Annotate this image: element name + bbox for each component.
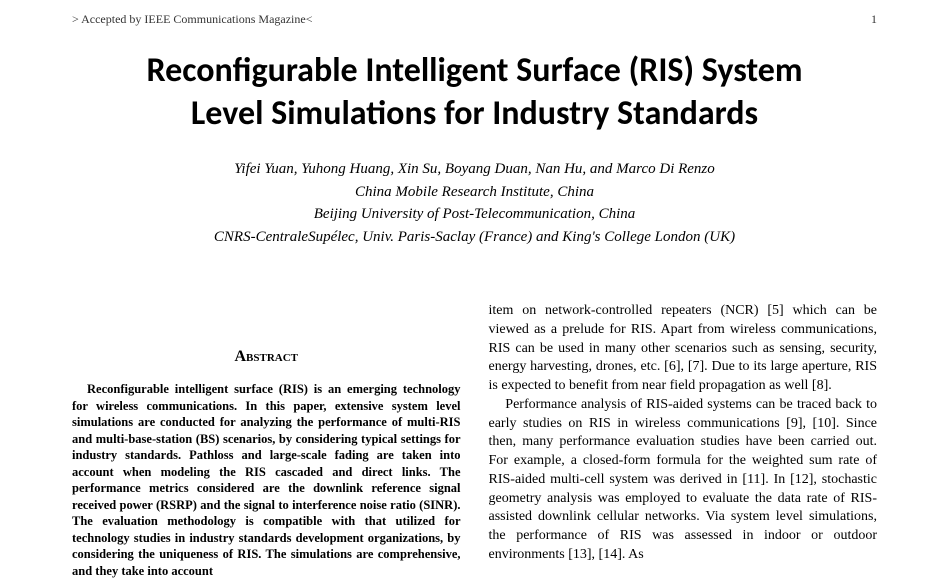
- abstract-body: Reconfigurable intelligent surface (RIS)…: [72, 381, 461, 579]
- header-left: > Accepted by IEEE Communications Magazi…: [72, 12, 312, 27]
- page-number: 1: [871, 12, 877, 27]
- paper-title: Reconfigurable Intelligent Surface (RIS)…: [0, 50, 949, 135]
- affiliation-1: China Mobile Research Institute, China: [0, 181, 949, 204]
- title-line-1: Reconfigurable Intelligent Surface (RIS)…: [146, 50, 802, 91]
- body-paragraph-1: item on network-controlled repeaters (NC…: [489, 302, 878, 396]
- body-paragraph-2: Performance analysis of RIS-aided system…: [489, 396, 878, 565]
- author-block: Yifei Yuan, Yuhong Huang, Xin Su, Boyang…: [0, 158, 949, 248]
- body-columns: Abstract Reconfigurable intelligent surf…: [72, 302, 877, 586]
- running-header: > Accepted by IEEE Communications Magazi…: [0, 12, 949, 27]
- affiliation-2: Beijing University of Post-Telecommunica…: [0, 203, 949, 226]
- author-names: Yifei Yuan, Yuhong Huang, Xin Su, Boyang…: [0, 158, 949, 181]
- affiliation-3: CNRS-CentraleSupélec, Univ. Paris-Saclay…: [0, 226, 949, 249]
- abstract-heading: Abstract: [72, 346, 461, 367]
- title-line-2: Level Simulations for Industry Standards: [191, 93, 758, 134]
